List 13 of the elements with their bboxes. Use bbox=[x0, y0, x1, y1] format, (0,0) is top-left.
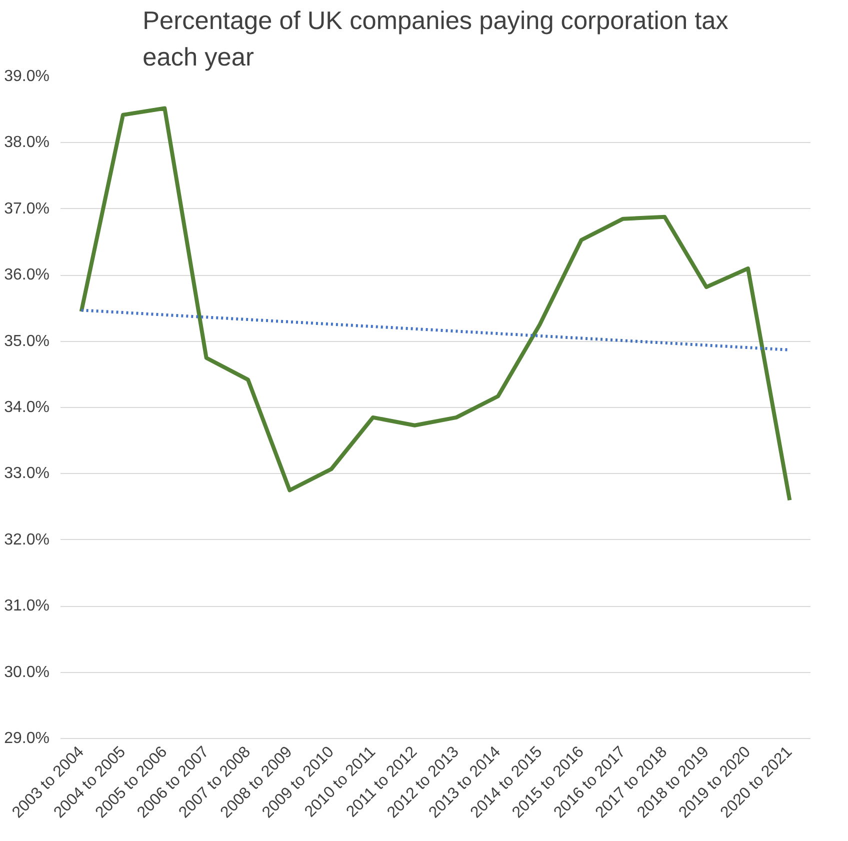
y-tick-label: 30.0% bbox=[4, 664, 50, 681]
y-tick-label: 36.0% bbox=[4, 266, 50, 284]
y-tick-label: 35.0% bbox=[4, 332, 50, 350]
y-tick-label: 38.0% bbox=[4, 134, 50, 152]
line-series bbox=[79, 106, 792, 502]
chart-title: Percentage of UK companies paying corporation tax each year bbox=[142, 7, 729, 72]
y-tick-label: 39.0% bbox=[4, 68, 50, 85]
y-tick-label: 31.0% bbox=[4, 598, 50, 615]
y-tick-label: 33.0% bbox=[4, 465, 50, 482]
y-tick-label: 34.0% bbox=[4, 399, 50, 416]
y-tick-label: 29.0% bbox=[4, 730, 50, 747]
y-tick-label: 37.0% bbox=[4, 200, 50, 218]
y-tick-label: 32.0% bbox=[4, 531, 50, 548]
